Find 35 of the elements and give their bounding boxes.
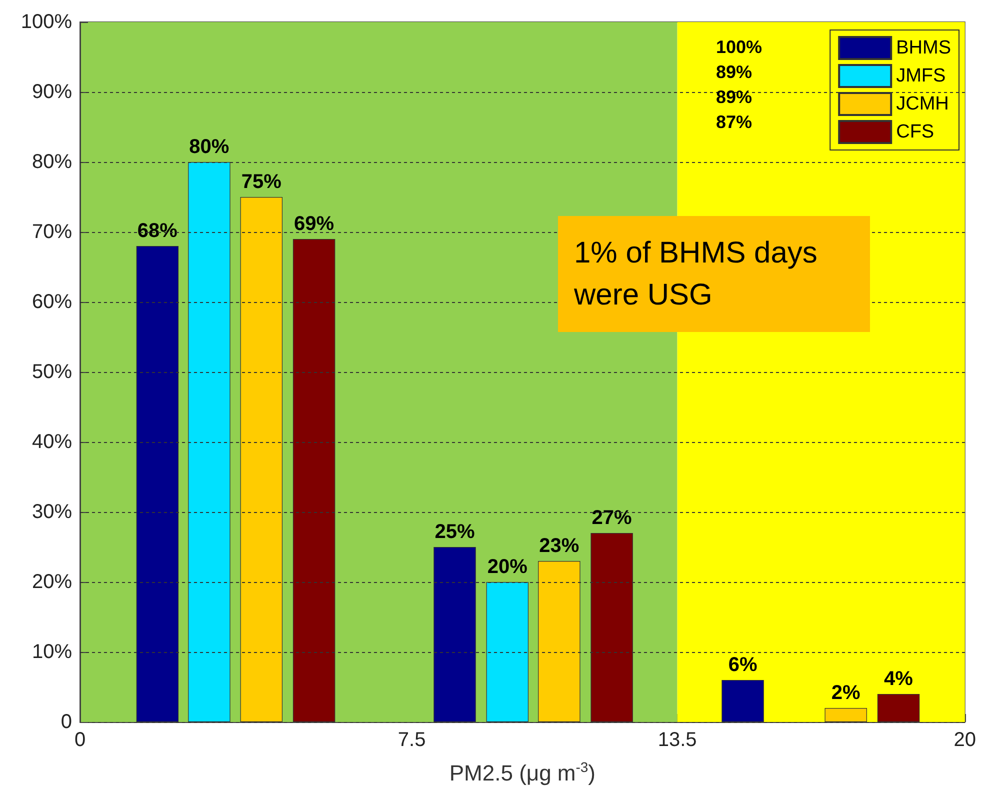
data-label: 2% [831,682,861,704]
x-tick-label: 7.5 [398,729,426,751]
annotation: 100% [716,37,762,57]
x-tick-label: 13.5 [658,729,697,751]
y-tick-label: 90% [32,81,72,103]
y-tick-label: 80% [32,151,72,173]
data-label: 68% [137,220,178,242]
annotation: 87% [716,112,752,132]
y-tick-label: 10% [32,641,72,663]
annotation: 1% of BHMS days were USG [573,236,826,312]
data-label: 69% [294,213,334,235]
y-tick-label: 100% [20,11,72,33]
data-label: 75% [241,171,282,193]
data-label: 6% [728,654,758,676]
annotation: 89% [716,62,752,82]
y-tick-label: 20% [32,571,72,593]
legend-label: BHMS [896,38,952,58]
legend-label: JCMH [896,94,949,114]
y-tick-label: 30% [32,501,72,523]
data-label: 80% [189,136,230,158]
y-tick-label: 70% [32,221,72,243]
data-label: 27% [592,507,632,529]
data-label: 4% [884,668,914,690]
legend-label: JMFS [896,66,946,86]
legend-label: CFS [896,122,934,142]
data-label: 25% [434,521,475,543]
y-tick-label: 50% [32,361,72,383]
data-label: 23% [539,535,580,557]
annotation: 89% [716,87,752,107]
y-tick-label: 40% [32,431,72,453]
x-tick-label: 0 [74,729,86,751]
y-tick-label: 60% [32,291,72,313]
x-tick-label: 20 [954,729,976,751]
y-tick-label: 0 [60,711,72,733]
data-label: 20% [487,556,528,578]
